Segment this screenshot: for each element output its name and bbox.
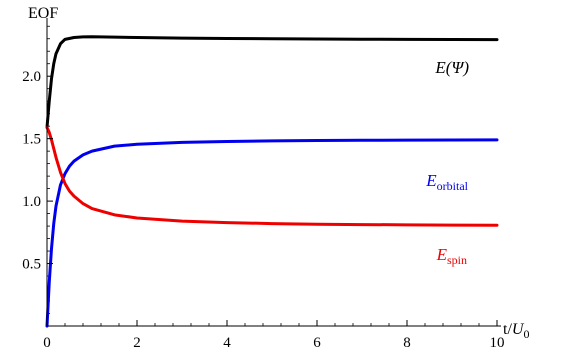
series-label-2: Espin — [436, 245, 467, 267]
y-ticks: 0.5 1.0 1.5 2.0 — [22, 69, 53, 273]
x-axis-label-var: U — [512, 321, 525, 338]
series-label-1: Eorbital — [425, 171, 468, 193]
x-tick-label: 4 — [223, 335, 231, 351]
series-label-main: E(Ψ) — [434, 58, 469, 77]
y-axis-label: EOF — [28, 5, 58, 22]
x-tick-label: 10 — [490, 335, 505, 351]
series-line-2 — [45, 125, 499, 227]
x-tick-label: 8 — [403, 335, 411, 351]
series-layer — [45, 35, 499, 328]
series-label-sub: orbital — [437, 179, 469, 193]
y-tick-label: 0.5 — [22, 257, 41, 273]
x-ticks: 0 2 4 6 8 10 — [43, 320, 505, 351]
x-axis-label: t/U0 — [503, 321, 529, 341]
x-tick-label: 0 — [43, 335, 51, 351]
series-label-main: E — [436, 245, 448, 264]
x-axis-label-main: t/ — [503, 321, 512, 338]
y-tick-label: 1.0 — [22, 194, 41, 210]
y-tick-label: 2.0 — [22, 69, 41, 85]
series-line-1 — [45, 138, 499, 328]
series-label-sub: spin — [447, 253, 467, 267]
x-tick-label: 6 — [313, 335, 321, 351]
x-axis-label-sub: 0 — [523, 327, 529, 341]
series-label-0: E(Ψ) — [434, 58, 469, 77]
x-tick-label: 2 — [133, 335, 141, 351]
series-line-0 — [45, 35, 499, 129]
series-label-main: E — [425, 171, 437, 190]
y-tick-label: 1.5 — [22, 132, 41, 148]
minor-ticks — [47, 25, 480, 326]
